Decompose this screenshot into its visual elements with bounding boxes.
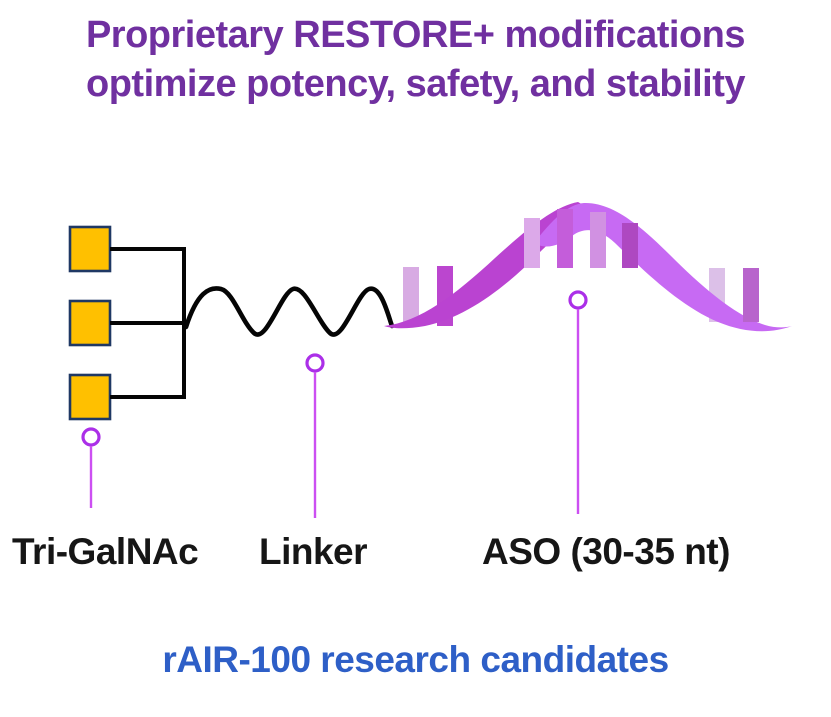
- label-tri-galnac: Tri-GalNAc: [12, 531, 199, 572]
- callout-circle-linker: [305, 353, 325, 373]
- slide-title-line2: optimize potency, safety, and stability: [85, 63, 746, 105]
- slide-title: Proprietary RESTORE+ modifications optim…: [0, 11, 831, 109]
- linker-wave: [183, 286, 395, 337]
- slide-title-line1: Proprietary RESTORE+ modifications: [85, 14, 746, 56]
- callout-circle-aso: [568, 290, 588, 310]
- aso-modification-bar: [743, 268, 759, 322]
- galnac-bracket-lines: [110, 247, 186, 399]
- aso-modification-bar: [622, 223, 638, 268]
- galnac-square: [68, 299, 112, 347]
- footer-caption: rAIR-100 research candidates: [162, 639, 669, 680]
- aso-modification-bar: [557, 209, 573, 268]
- galnac-square: [68, 373, 112, 421]
- aso-ribbon-light-strand: [534, 202, 792, 332]
- callout-circle-tri-galnac: [81, 427, 101, 447]
- callout-pins: [81, 290, 588, 518]
- aso-modification-bars-front: [524, 209, 759, 322]
- label-linker: Linker: [259, 531, 368, 572]
- galnac-squares: [68, 225, 112, 421]
- aso-modification-bar: [403, 267, 419, 325]
- aso-modification-bar: [524, 218, 540, 268]
- label-aso: ASO (30-35 nt): [482, 531, 730, 572]
- aso-modification-bar: [590, 212, 606, 268]
- galnac-square: [68, 225, 112, 273]
